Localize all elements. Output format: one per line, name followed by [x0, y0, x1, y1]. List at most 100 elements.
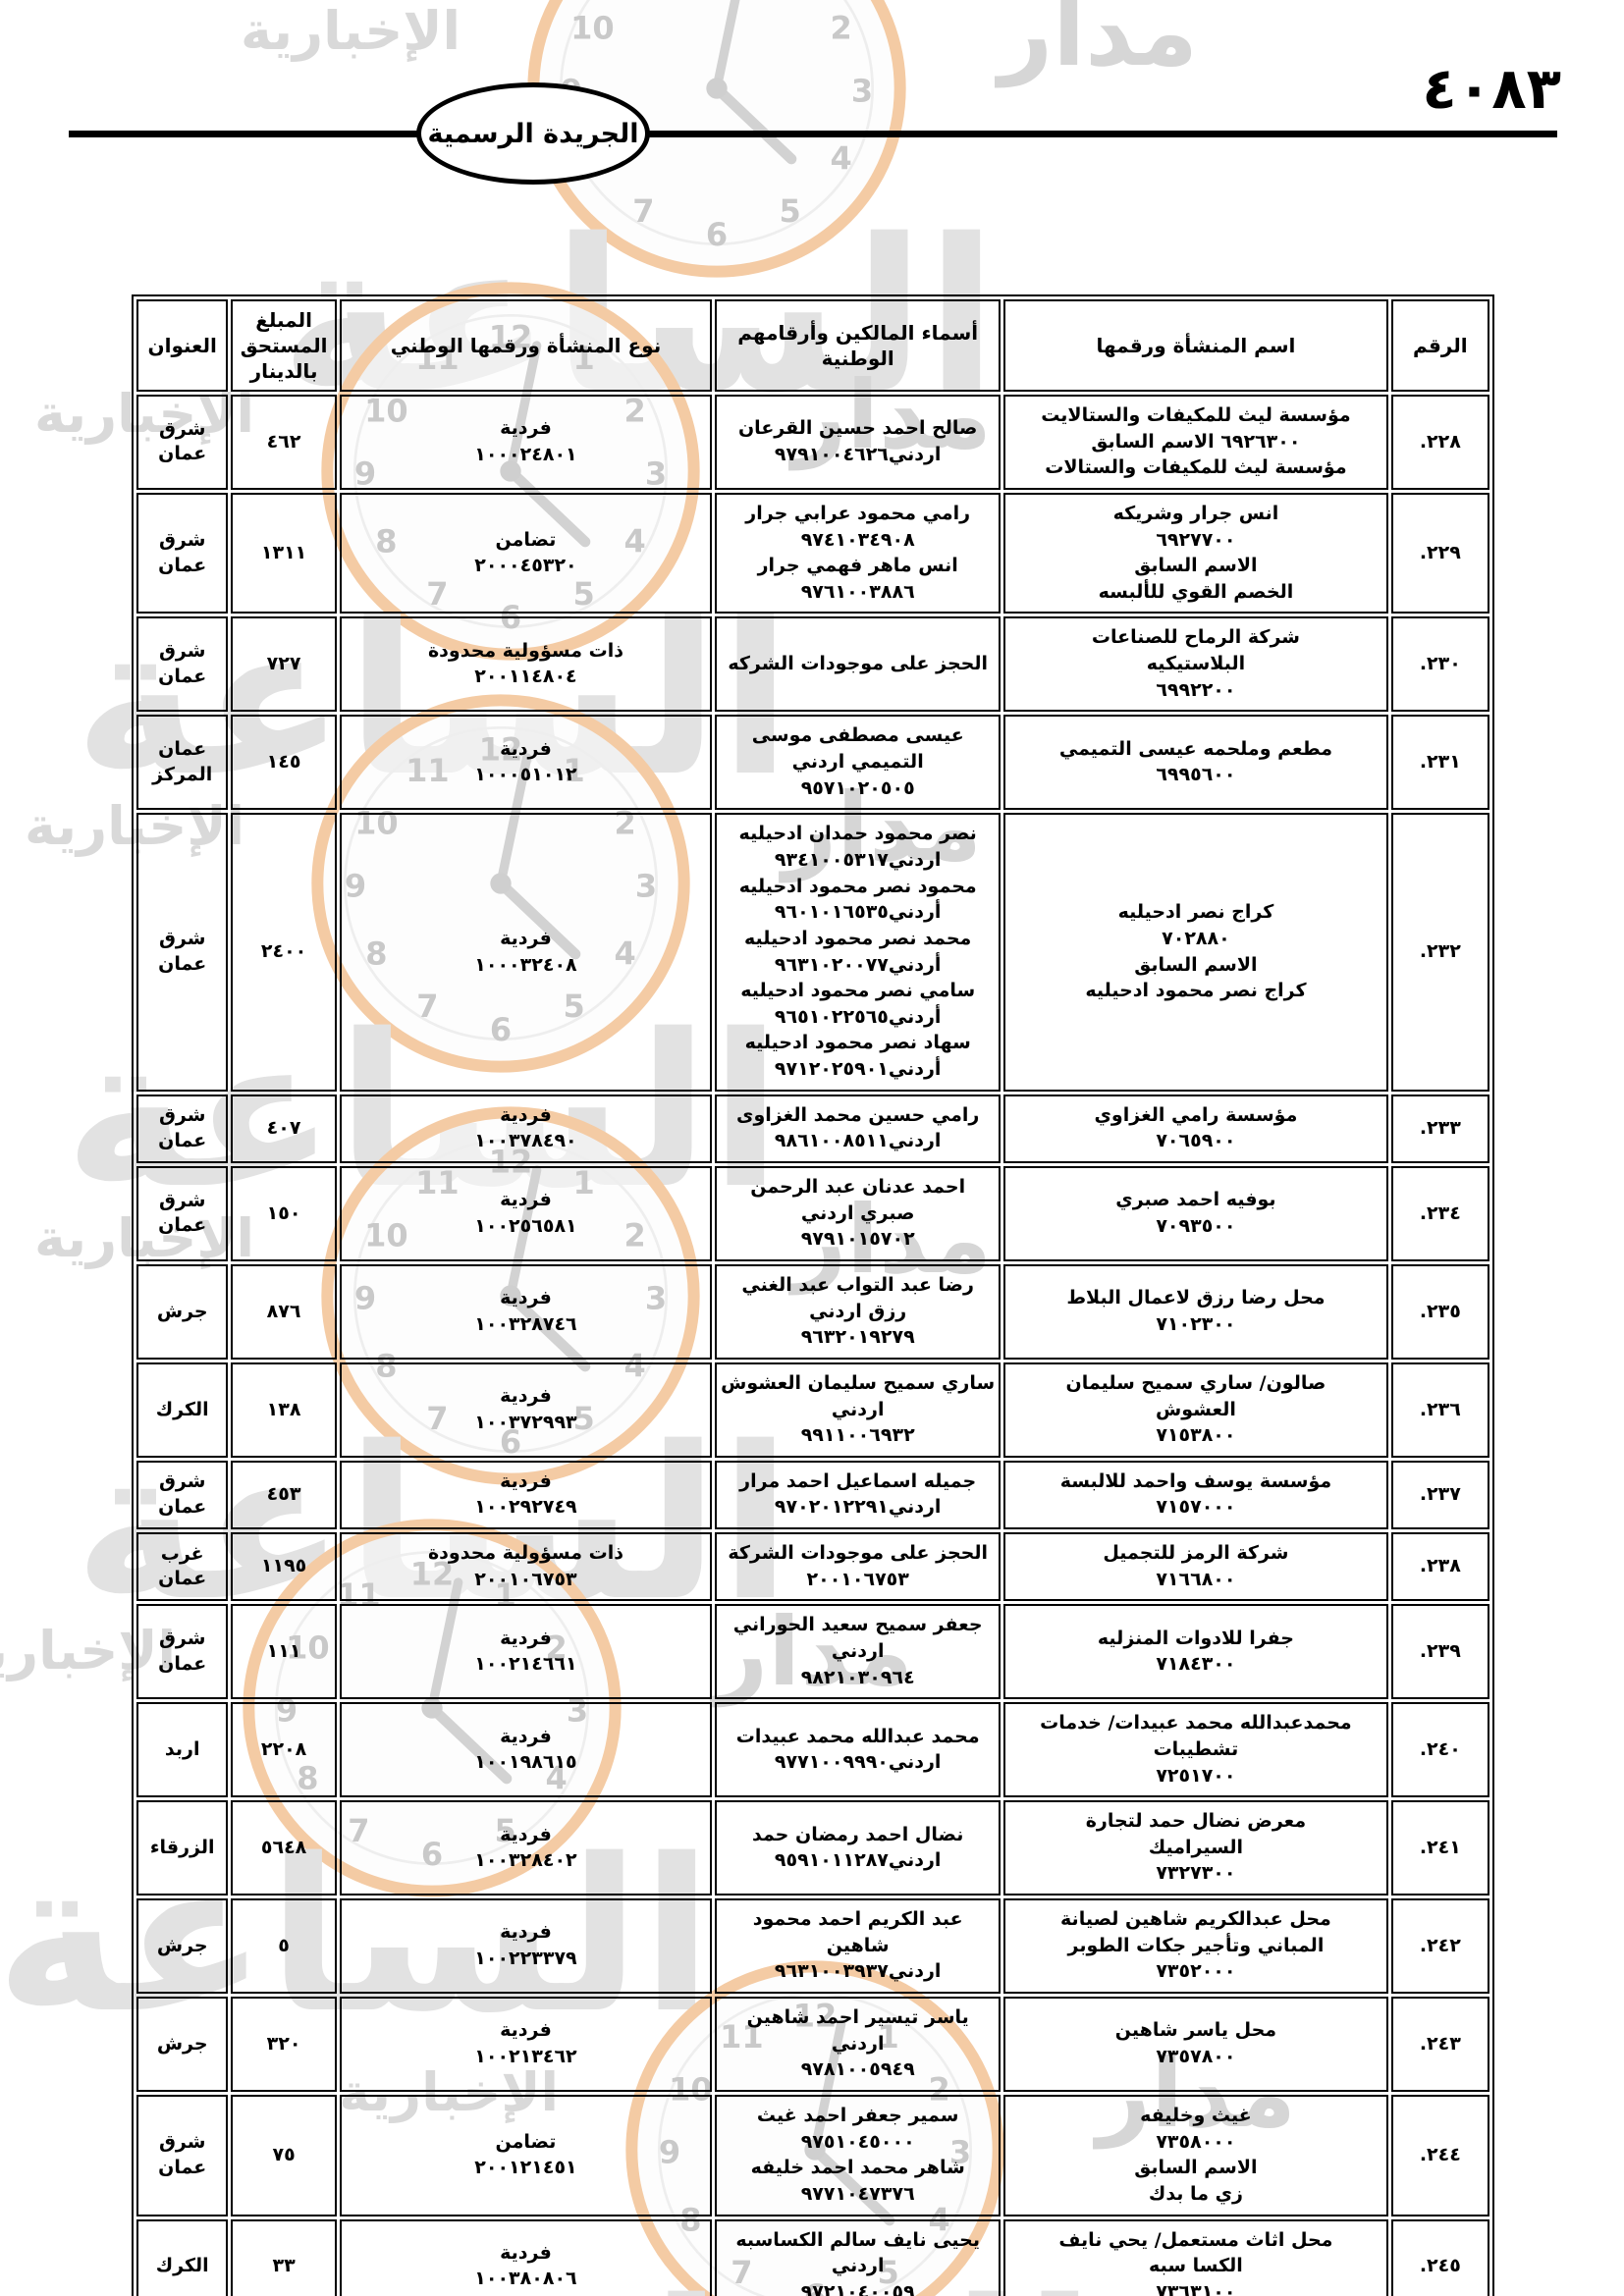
owners: رامي حسين محمد الغزاوى اردني٩٨٦١٠٠٨٥١١ — [715, 1094, 1001, 1164]
table-row: ٢٤٣. محل ياسر شاهين ٧٣٥٧٨٠٠ ياسر تيسير اح… — [136, 1997, 1489, 2092]
row-number: ٢٤١. — [1390, 1800, 1489, 1896]
row-number: ٢٣٥. — [1390, 1263, 1489, 1360]
table-row: ٢٤١. معرض نضال حمد لتجارة السيراميك ٧٣٢٧٣٠… — [136, 1800, 1489, 1896]
establishment-name: غيث وخليفه ٧٣٥٨٠٠٠ الاسم السابق زي ما بدك — [1003, 2094, 1388, 2216]
establishment-name: محمدعبدالله محمد عبيدات/ خدمات تشطيبات ٧٢٥… — [1003, 1702, 1388, 1798]
amount-due: ١٣١١ — [231, 492, 337, 614]
row-number: ٢٤٥. — [1390, 2218, 1489, 2296]
row-number: ٢٤٠. — [1390, 1702, 1489, 1798]
owners: نضال احمد رمضان حمد اردني٩٥٩١٠١١٢٨٧ — [715, 1800, 1001, 1896]
column-header-type: نوع المنشأة ورقمها الوطني — [339, 299, 713, 392]
table-row: ٢٤٥. محل اثاث مستعمل/ يحي نايف الكسا سبه ٧… — [136, 2218, 1489, 2296]
address: شرق عمان — [136, 395, 229, 490]
address: اربد — [136, 1702, 229, 1798]
address: جرش — [136, 1997, 229, 2092]
svg-text:3: 3 — [851, 72, 873, 109]
table-row: ٢٣٩. جفرا للادوات المنزليه ٧١٨٤٣٠٠ جعفر س… — [136, 1604, 1489, 1700]
owners: عيسى مصطفى موسى التميمي اردني ٩٥٧١٠٢٠٥٠٥ — [715, 715, 1001, 811]
table-row: ٢٣٦. صالون/ ساري سميح سليمان العشوش ٧١٥٣٨٠… — [136, 1362, 1489, 1458]
owners: ياسر تيسير احمد شاهين اردني ٩٧٨١٠٠٥٩٤٩ — [715, 1997, 1001, 2092]
owners: جعفر سميح سعيد الحوراني اردني ٩٨٢١٠٣٠٩٦٤ — [715, 1604, 1001, 1700]
row-number: ٢٣٣. — [1390, 1094, 1489, 1164]
svg-text:10: 10 — [570, 9, 615, 46]
establishment-name: مؤسسة رامي الغزاوي ٧٠٦٥٩٠٠ — [1003, 1094, 1388, 1164]
table-row: ٢٣٧. مؤسسة يوسف واحمد للالبسة ٧١٥٧٠٠٠ جمي… — [136, 1460, 1489, 1530]
establishment-name: محل اثاث مستعمل/ يحي نايف الكسا سبه ٧٣٦٣١٠… — [1003, 2218, 1388, 2296]
establishment-name: انس جرار وشريكه ٦٩٢٧٧٠٠ الاسم السابق الخصم … — [1003, 492, 1388, 614]
establishment-type: فردية ١٠٠٢١٣٤٦٢ — [339, 1997, 713, 2092]
amount-due: ٤٦٢ — [231, 395, 337, 490]
establishment-type: فردية ١٠٠٣٧٢٩٩٣ — [339, 1362, 713, 1458]
establishment-name: محل عبدالكريم شاهين لصيانة المباني وتأجير… — [1003, 1898, 1388, 1995]
owners: رضا عبد التواب عبد الغني رزق اردني ٩٦٣٢٠١٩… — [715, 1263, 1001, 1360]
address: عمان المركز — [136, 715, 229, 811]
watermark-brand-word: الإخبارية — [241, 0, 461, 62]
establishment-type: فردية ١٠٠٠٥١٠١٢ — [339, 715, 713, 811]
row-number: ٢٣٢. — [1390, 813, 1489, 1092]
table-row: ٢٣٢. كراج نصر ادحيليه ٧٠٢٨٨٠ الاسم السابق ك… — [136, 813, 1489, 1092]
address: جرش — [136, 1898, 229, 1995]
row-number: ٢٣٩. — [1390, 1604, 1489, 1700]
address: الزرقاء — [136, 1800, 229, 1896]
table-row: ٢٢٩. انس جرار وشريكه ٦٩٢٧٧٠٠ الاسم السابق ا… — [136, 492, 1489, 614]
amount-due: ١٤٥ — [231, 715, 337, 811]
table-row: ٢٤٠. محمدعبدالله محمد عبيدات/ خدمات تشطيب… — [136, 1702, 1489, 1798]
address: شرق عمان — [136, 616, 229, 713]
amount-due: ٣٢٠ — [231, 1997, 337, 2092]
records-table: الرقم اسم المنشأة ورقمها أسماء المالكين … — [132, 294, 1494, 2296]
table-row: ٢٣٤. بوفيه احمد صبري ٧٠٩٣٥٠٠ احمد عدنان ع… — [136, 1166, 1489, 1261]
owners: سمير جعفر احمد غيث ٩٧٥١٠٤٥٠٠٠ شاهر محمد اح… — [715, 2094, 1001, 2216]
establishment-name: مطعم وملحمه عيسى التميمي ٦٩٩٥٦٠٠ — [1003, 715, 1388, 811]
svg-text:5: 5 — [780, 192, 801, 230]
row-number: ٢٣٠. — [1390, 616, 1489, 713]
amount-due: ٣٣ — [231, 2218, 337, 2296]
establishment-name: بوفيه احمد صبري ٧٠٩٣٥٠٠ — [1003, 1166, 1388, 1261]
establishment-type: فردية ١٠٠٢٩٢٧٤٩ — [339, 1460, 713, 1530]
owners: يحيى نايف سالم الكساسبه اردني ٩٧٢١٠٤٠٠٥٩ — [715, 2218, 1001, 2296]
owners: صالح احمد حسين القرعان اردني٩٧٩١٠٠٤٦٢٦ — [715, 395, 1001, 490]
column-header-number: الرقم — [1390, 299, 1489, 392]
title-ellipse: الجريدة الرسمية — [416, 82, 650, 185]
column-header-amount: المبلغ المستحق بالدينار — [231, 299, 337, 392]
table-header-row: الرقم اسم المنشأة ورقمها أسماء المالكين … — [136, 299, 1489, 392]
establishment-name: شركة الرماح للصناعات البلاستيكيه ٦٩٩٢٢٠٠ — [1003, 616, 1388, 713]
row-number: ٢٤٤. — [1390, 2094, 1489, 2216]
row-number: ٢٤٣. — [1390, 1997, 1489, 2092]
amount-due: ٢٢٠٨ — [231, 1702, 337, 1798]
amount-due: ١١٩٥ — [231, 1532, 337, 1602]
establishment-name: محل ياسر شاهين ٧٣٥٧٨٠٠ — [1003, 1997, 1388, 2092]
owners: رامي محمود عرابي جرار ٩٧٤١٠٣٤٩٠٨ انس ماهر … — [715, 492, 1001, 614]
amount-due: ٤٠٧ — [231, 1094, 337, 1164]
table-row: ٢٤٢. محل عبدالكريم شاهين لصيانة المباني و… — [136, 1898, 1489, 1995]
establishment-type: ذات مسؤولية محدودة ٢٠٠١٠٦٧٥٣ — [339, 1532, 713, 1602]
row-number: ٢٣١. — [1390, 715, 1489, 811]
table-row: ٢٣١. مطعم وملحمه عيسى التميمي ٦٩٩٥٦٠٠ عيس… — [136, 715, 1489, 811]
address: جرش — [136, 1263, 229, 1360]
address: غرب عمان — [136, 1532, 229, 1602]
establishment-type: فردية ١٠٠١٩٨٦١٥ — [339, 1702, 713, 1798]
establishment-name: معرض نضال حمد لتجارة السيراميك ٧٣٢٧٣٠٠ — [1003, 1800, 1388, 1896]
amount-due: ١١١ — [231, 1604, 337, 1700]
address: الكرك — [136, 2218, 229, 2296]
address: شرق عمان — [136, 1460, 229, 1530]
establishment-name: مؤسسة ليث للمكيفات والستالايت ٦٩٢٦٣٠٠ الا… — [1003, 395, 1388, 490]
column-header-address: العنوان — [136, 299, 229, 392]
records-table-wrap: الرقم اسم المنشأة ورقمها أسماء المالكين … — [132, 294, 1494, 2296]
establishment-type: تضامن ٢٠٠١٢١٤٥١ — [339, 2094, 713, 2216]
svg-text:6: 6 — [706, 216, 728, 253]
establishment-name: صالون/ ساري سميح سليمان العشوش ٧١٥٣٨٠٠ — [1003, 1362, 1388, 1458]
svg-text:4: 4 — [831, 140, 852, 178]
address: شرق عمان — [136, 813, 229, 1092]
owners: جميله اسماعيل احمد مرار اردني٩٧٠٢٠١٢٢٩١ — [715, 1460, 1001, 1530]
amount-due: ٧٢٧ — [231, 616, 337, 713]
amount-due: ٧٥ — [231, 2094, 337, 2216]
amount-due: ٥٦٤٨ — [231, 1800, 337, 1896]
address: شرق عمان — [136, 492, 229, 614]
column-header-establishment-name: اسم المنشأة ورقمها — [1003, 299, 1388, 392]
table-row: ٢٤٤. غيث وخليفه ٧٣٥٨٠٠٠ الاسم السابق زي ما … — [136, 2094, 1489, 2216]
owners: الحجز على موجودات الشركة ٢٠٠١٠٦٧٥٣ — [715, 1532, 1001, 1602]
page-title: الجريدة الرسمية — [427, 118, 639, 149]
owners: نصر محمود حمدان ادحيليه اردني٩٣٤١٠٠٥٣١٧ مح… — [715, 813, 1001, 1092]
address: الكرك — [136, 1362, 229, 1458]
